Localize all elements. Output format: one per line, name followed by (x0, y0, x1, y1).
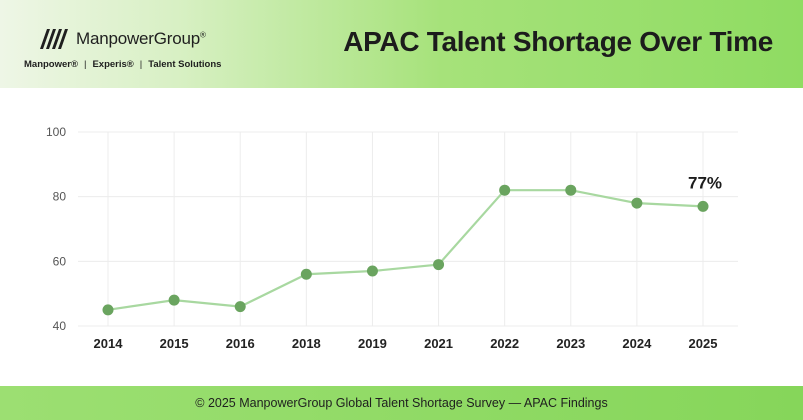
data-point (499, 184, 511, 196)
footer-text: © 2025 ManpowerGroup Global Talent Short… (195, 396, 608, 410)
x-tick-label: 2019 (358, 336, 387, 351)
data-point (631, 197, 643, 209)
data-point (697, 200, 709, 212)
data-label: 77% (688, 173, 722, 192)
y-tick-label: 40 (53, 319, 67, 333)
sub-brand-experis: Experis® (92, 59, 134, 70)
data-point (168, 294, 180, 306)
x-tick-label: 2023 (556, 336, 585, 351)
x-tick-label: 2021 (424, 336, 453, 351)
sub-brands: Manpower® | Experis® | Talent Solutions (24, 59, 222, 70)
footer: © 2025 ManpowerGroup Global Talent Short… (0, 386, 803, 420)
data-point (433, 259, 445, 271)
y-tick-label: 80 (53, 190, 67, 204)
x-tick-label: 2018 (292, 336, 321, 351)
data-point (234, 301, 246, 313)
header-banner: ManpowerGroup® Manpower® | Experis® | Talent… (0, 0, 803, 88)
y-tick-label: 100 (46, 125, 66, 139)
line-chart: 40 60 80 100 2014 2015 2016 2018 2019 2021 2022 202… (46, 125, 738, 351)
brand-mark-icon (40, 29, 68, 49)
brand-name: ManpowerGroup® (76, 29, 206, 48)
data-point (102, 304, 114, 316)
brand-logo: ManpowerGroup® (38, 22, 206, 56)
data-point (366, 265, 378, 277)
data-point (300, 268, 312, 280)
data-point (565, 184, 577, 196)
x-tick-label: 2024 (622, 336, 652, 351)
page-title: APAC Talent Shortage Over Time (343, 26, 773, 57)
x-tick-label: 2025 (689, 336, 718, 351)
x-tick-label: 2015 (160, 336, 189, 351)
x-tick-label: 2014 (94, 336, 124, 351)
y-tick-label: 60 (53, 254, 67, 268)
x-tick-label: 2022 (490, 336, 519, 351)
x-tick-label: 2016 (226, 336, 255, 351)
series-line (107, 189, 704, 311)
sub-brand-talent-solutions: Talent Solutions (148, 59, 222, 70)
sub-brand-manpower: Manpower® (24, 59, 78, 70)
